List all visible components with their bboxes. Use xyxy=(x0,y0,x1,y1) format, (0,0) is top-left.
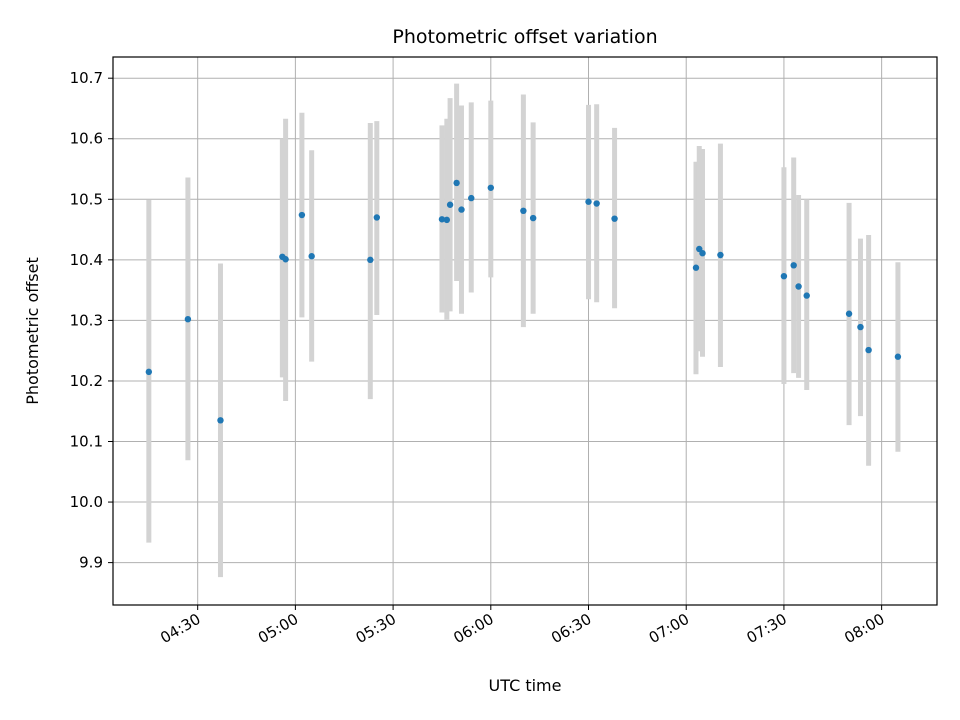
data-point xyxy=(529,214,537,222)
data-point xyxy=(373,214,381,221)
chart-title: Photometric offset variation xyxy=(392,26,657,48)
data-point xyxy=(865,346,872,354)
y-tick-label: 10.3 xyxy=(70,311,103,329)
data-point xyxy=(593,200,600,207)
data-point xyxy=(443,216,451,224)
data-point xyxy=(894,353,902,360)
y-tick-label: 10.5 xyxy=(70,190,103,208)
y-tick-label: 9.9 xyxy=(79,554,103,572)
y-tick-label: 10.7 xyxy=(70,69,103,87)
data-point xyxy=(692,264,700,271)
data-point xyxy=(367,256,374,264)
data-point xyxy=(699,249,706,257)
x-axis-label: UTC time xyxy=(489,676,562,695)
data-point xyxy=(217,417,224,424)
y-axis-label: Photometric offset xyxy=(23,257,42,405)
data-point xyxy=(438,216,446,223)
data-point xyxy=(717,251,724,259)
data-point xyxy=(611,215,618,222)
data-point xyxy=(184,315,192,323)
data-point xyxy=(520,207,527,215)
data-point xyxy=(468,194,475,202)
data-point xyxy=(845,310,853,317)
data-point xyxy=(446,201,454,208)
data-point xyxy=(308,253,315,260)
data-point xyxy=(780,273,788,280)
data-points xyxy=(145,179,902,424)
data-point xyxy=(458,206,465,213)
data-point xyxy=(298,211,306,219)
data-point xyxy=(585,198,592,205)
data-point xyxy=(453,179,460,187)
y-tick-label: 10.2 xyxy=(70,372,103,390)
data-point xyxy=(803,292,810,299)
data-point xyxy=(282,256,289,263)
data-point xyxy=(857,323,864,331)
y-tick-label: 10.0 xyxy=(70,493,103,511)
data-point xyxy=(145,368,153,376)
data-point xyxy=(790,262,797,269)
y-tick-label: 10.6 xyxy=(70,130,103,148)
data-point xyxy=(487,184,495,191)
y-tick-label: 10.1 xyxy=(70,433,103,451)
y-tick-label: 10.4 xyxy=(70,251,103,269)
data-point xyxy=(795,283,802,290)
y-axis: 9.9 10.0 10.1 10.2 10.3 10.4 10.5 10.6 10.7 xyxy=(70,69,113,572)
plot-frame xyxy=(112,56,938,606)
